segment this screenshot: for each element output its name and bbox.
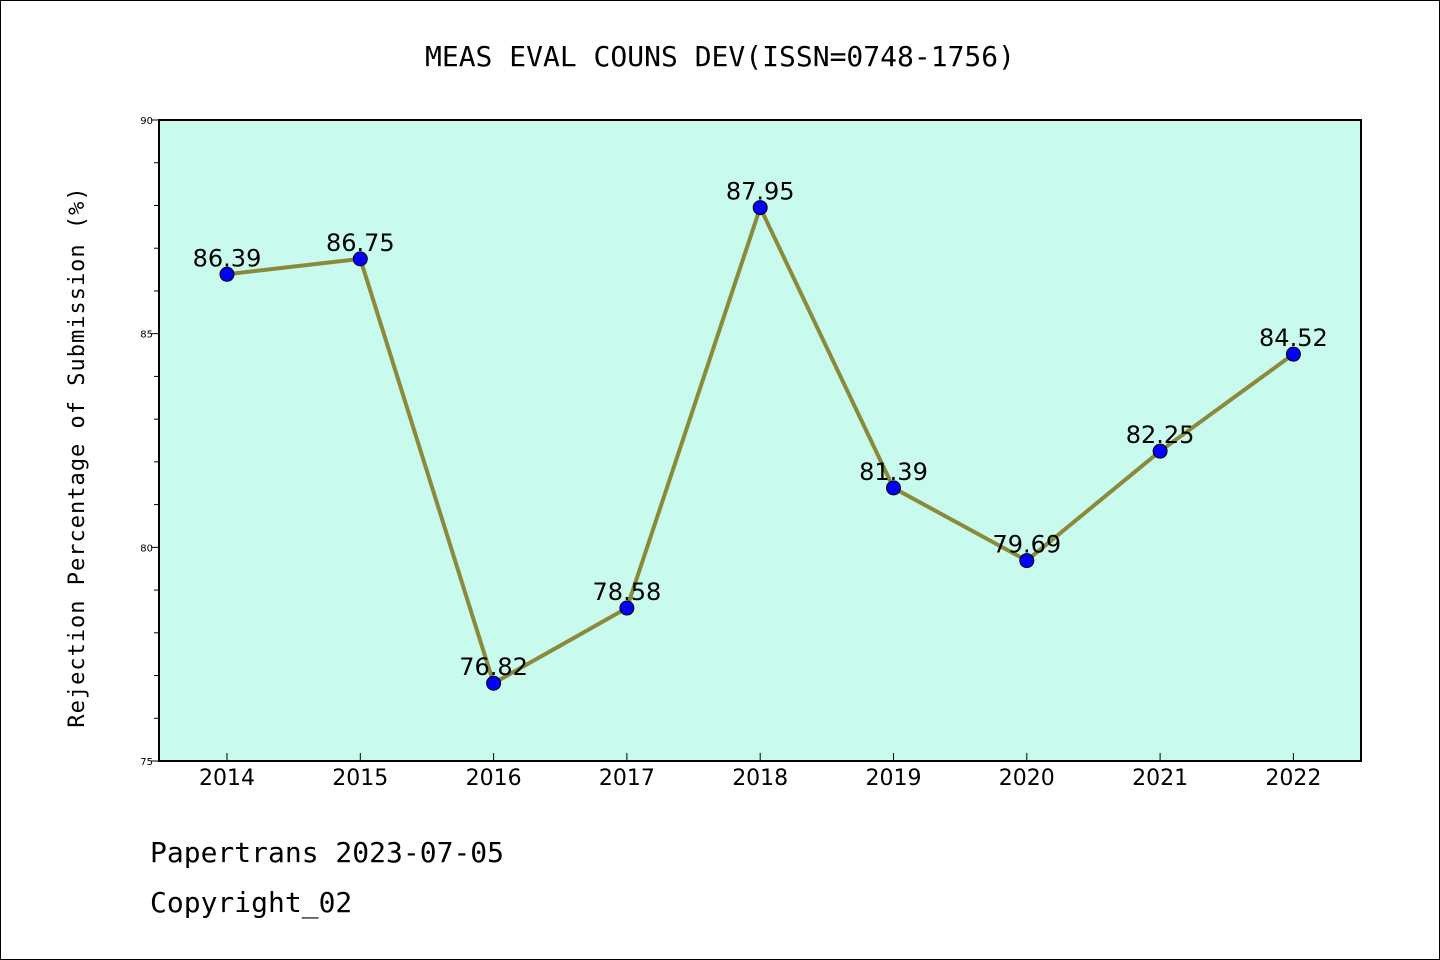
x-tick-label: 2018	[732, 766, 788, 791]
y-tick-label: 75	[140, 757, 153, 768]
data-labels: 86.39 86.75 76.82 78.58 87.95 81.39 79.69 82.25…	[193, 178, 1328, 682]
x-tick-label: 2021	[1132, 766, 1188, 791]
data-point	[1285, 346, 1301, 362]
data-point	[486, 675, 502, 691]
data-label: 81.39	[859, 458, 928, 486]
data-label: 86.75	[326, 229, 395, 257]
x-tick-label: 2016	[466, 766, 522, 791]
y-tick-label: 90	[140, 116, 153, 127]
data-label: 79.69	[992, 531, 1061, 559]
y-axis: 75 80 85 90	[140, 116, 159, 768]
data-point	[219, 266, 235, 282]
x-tick-label: 2019	[866, 766, 922, 791]
x-tick-label: 2015	[332, 766, 388, 791]
data-point	[352, 251, 368, 267]
x-tick-label: 2022	[1265, 766, 1321, 791]
data-point	[752, 200, 768, 216]
x-tick-label: 2020	[999, 766, 1055, 791]
data-label: 84.52	[1259, 324, 1328, 352]
x-tick-label: 2017	[599, 766, 655, 791]
data-label: 78.58	[593, 578, 662, 606]
data-point	[619, 600, 635, 616]
chart-title: MEAS EVAL COUNS DEV(ISSN=0748-1756)	[425, 40, 1015, 73]
data-label: 76.82	[459, 653, 528, 681]
data-point	[886, 480, 901, 496]
x-axis: 2014 2015 2016 2017 2018 2019 2020 2021 2022	[199, 753, 1321, 791]
data-point	[1019, 553, 1035, 569]
data-label: 86.39	[193, 244, 262, 272]
y-tick-label: 80	[140, 543, 153, 554]
data-point	[1152, 443, 1168, 459]
data-points	[219, 200, 1301, 691]
y-axis-label: Rejection Percentage of Submission (%)	[65, 186, 90, 727]
data-label: 82.25	[1126, 421, 1195, 449]
footer-copyright: Copyright_02	[150, 886, 353, 919]
y-tick-label: 85	[140, 330, 153, 341]
x-tick-label: 2014	[199, 766, 255, 791]
data-label: 87.95	[726, 178, 795, 206]
plot-area	[158, 119, 1362, 762]
footer-source: Papertrans 2023-07-05	[150, 836, 505, 869]
